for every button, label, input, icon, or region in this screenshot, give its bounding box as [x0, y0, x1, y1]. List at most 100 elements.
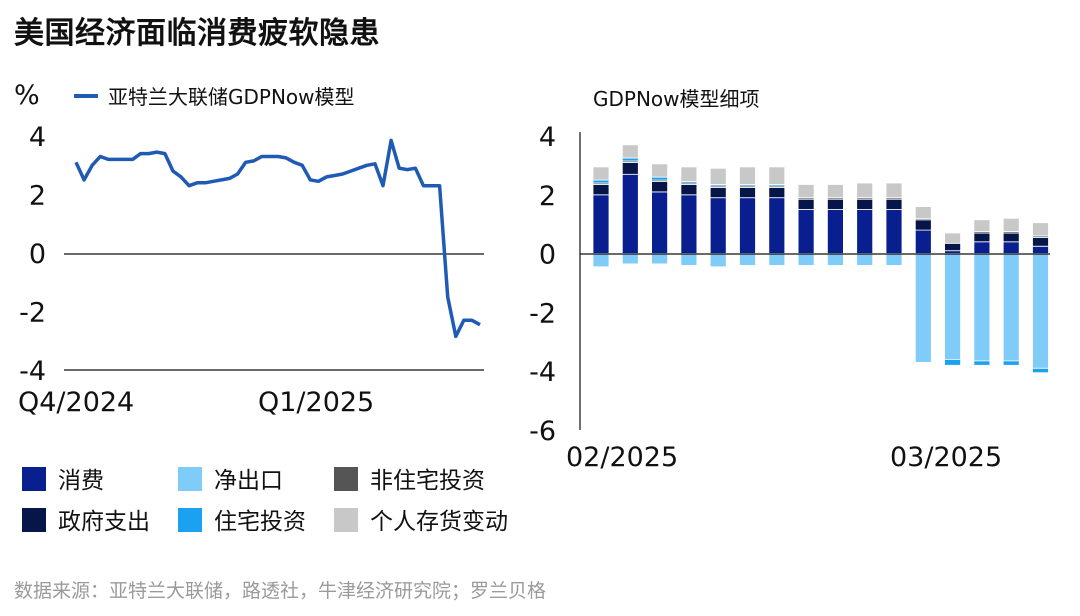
bar-segment [856, 198, 874, 210]
legend-swatch [22, 467, 46, 491]
bar-segment [827, 184, 844, 199]
legend-swatch [334, 508, 358, 532]
bar-segment [709, 186, 727, 199]
bar-segment [885, 253, 903, 266]
bar-segment [1002, 360, 1020, 366]
bar-chart-subtitle: GDPNow模型细项 [593, 87, 760, 111]
bar-segment [944, 358, 961, 366]
bar-segment [621, 173, 639, 254]
bar-segment [1032, 253, 1049, 369]
bar-segment [1002, 241, 1020, 255]
bar-y-tick-label: 4 [539, 122, 556, 153]
bar-segment [1002, 217, 1020, 232]
bar-segment [944, 250, 961, 254]
bar-segment [797, 253, 815, 266]
bar-segment [1032, 367, 1049, 374]
legend-swatch [334, 467, 358, 491]
bar-segment [680, 184, 698, 196]
bar-segment [827, 198, 844, 210]
line-legend-label: 亚特兰大联储GDPNow模型 [108, 85, 355, 109]
line-y-tick-label: -4 [19, 356, 46, 387]
bar-segment [651, 253, 668, 265]
bar-segment [739, 186, 756, 199]
bar-segment [621, 144, 639, 159]
bar-segment [592, 194, 610, 255]
legend-label: 个人存货变动 [370, 509, 508, 535]
bar-y-tick-label: -2 [529, 298, 556, 329]
bar-y-tick-label: 2 [539, 181, 556, 212]
bar-segment [739, 166, 756, 185]
bar-segment [944, 242, 961, 252]
bar-segment [592, 184, 610, 196]
bar-segment [914, 253, 932, 363]
bar-segment [739, 197, 756, 254]
bar-segment [651, 191, 668, 254]
bar-segment [856, 209, 874, 254]
bar-segment [621, 157, 639, 162]
line-x-tick-label: Q4/2024 [18, 387, 134, 418]
legend-label: 住宅投资 [214, 509, 306, 535]
bar-segment [621, 253, 639, 265]
bar-segment [827, 209, 844, 254]
legend-label: 非住宅投资 [370, 468, 485, 494]
bar-segment [914, 206, 932, 219]
line-y-tick-label: 4 [29, 122, 46, 153]
bar-segment [914, 219, 932, 231]
bar-segment [914, 229, 932, 255]
bar-segment [856, 253, 874, 266]
bar-segment [709, 197, 727, 254]
bar-segment [739, 253, 756, 266]
legend-label: 净出口 [214, 468, 283, 494]
bar-segment [856, 182, 874, 199]
bar-segment [944, 253, 961, 360]
bar-x-tick-labels: 02/2025 03/2025 [566, 442, 1002, 473]
bar-x-tick-label: 02/2025 [566, 442, 678, 473]
bar-segment [592, 179, 610, 184]
line-y-tick-label: 0 [29, 239, 46, 270]
bar-segment [651, 176, 668, 181]
bar-segment [797, 184, 815, 199]
bar-segment [827, 253, 844, 266]
bar-segment [1032, 236, 1049, 247]
bar-segment [1002, 253, 1020, 362]
bar-segment [885, 198, 903, 210]
legend-swatch [22, 508, 46, 532]
bar-segment [768, 186, 786, 199]
bar-segment [973, 232, 991, 243]
bar-segment [680, 194, 698, 255]
bar-segment [709, 253, 727, 268]
bar-segment [1002, 232, 1020, 243]
bar-segment [768, 253, 786, 266]
line-y-tick-labels: 4 2 0 -2 -4 [19, 122, 46, 387]
line-x-tick-label: Q1/2025 [258, 387, 374, 418]
bar-segment [885, 209, 903, 254]
bar-segment [797, 209, 815, 254]
legend-swatch [178, 467, 202, 491]
line-x-tick-labels: Q4/2024 Q1/2025 [18, 387, 374, 418]
bar-segment [1032, 222, 1049, 237]
bar-segment [973, 241, 991, 255]
legend-label: 政府支出 [58, 509, 150, 535]
bar-segment [885, 182, 903, 199]
bar-segment [797, 198, 815, 210]
legend-label: 消费 [58, 468, 104, 494]
bar-segment [944, 232, 961, 244]
bar-segment [768, 166, 786, 185]
bar-segment [592, 166, 610, 181]
legend-swatch [178, 508, 202, 532]
bar-segment [651, 163, 668, 178]
chart-title: 美国经济面临消费疲软隐患 [14, 16, 380, 51]
bar-segment [768, 197, 786, 254]
line-series-gdpnow [74, 138, 481, 339]
line-y-tick-label: 2 [29, 181, 46, 212]
line-unit-label: % [14, 80, 40, 111]
bar-chart: GDPNow模型细项 4 2 0 -2 -4 -6 02/2025 03/2025 [529, 87, 1050, 473]
bar-segment [709, 167, 727, 185]
bar-y-tick-label: -4 [529, 357, 556, 388]
bar-segment [680, 166, 698, 182]
bar-segments [592, 144, 1049, 374]
bar-segment [973, 219, 991, 233]
source-note: 数据来源：亚特兰大联储，路透社，牛津经济研究院；罗兰贝格 [14, 580, 547, 602]
